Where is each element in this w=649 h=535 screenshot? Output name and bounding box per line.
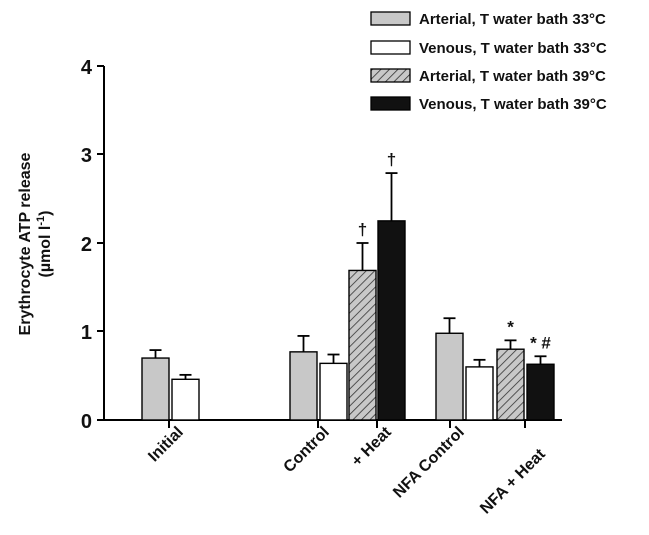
legend-label-3: Venous, T water bath 39°C — [419, 96, 607, 113]
y-tick-label: 3 — [81, 145, 92, 167]
significance-marker: † — [387, 150, 396, 169]
legend: Arterial, T water bath 33°C Venous, T wa… — [370, 11, 607, 113]
bar — [496, 348, 525, 421]
bar — [435, 332, 464, 421]
significance-marker: † — [358, 220, 367, 239]
legend-swatch-2 — [370, 68, 411, 83]
bar — [319, 362, 348, 421]
x-tick-label-initial: Initial — [145, 424, 187, 466]
x-tick-label-nfa-control: NFA Control — [390, 424, 468, 502]
legend-label-0: Arterial, T water bath 33°C — [419, 11, 606, 28]
y-tick-label: 1 — [81, 322, 92, 344]
x-tick-label-control: Control — [281, 424, 333, 476]
y-axis-unit-suffix: ) — [37, 211, 54, 216]
bar — [141, 357, 170, 421]
y-tick-label: 4 — [81, 57, 93, 79]
y-axis-label: Erythrocyte ATP release (µmol l-1) — [17, 152, 54, 335]
bar — [348, 269, 377, 421]
legend-label-2: Arterial, T water bath 39°C — [419, 68, 606, 85]
bar — [526, 363, 555, 421]
bar — [465, 366, 494, 421]
significance-marker: * — [507, 317, 514, 336]
bar — [289, 351, 318, 421]
y-axis-unit-sup: -1 — [35, 216, 47, 226]
significance-marker: * # — [530, 333, 551, 352]
x-tick-label-nfa-heat: NFA + Heat — [477, 445, 549, 517]
y-axis-label-line1: Erythrocyte ATP release — [17, 152, 34, 335]
bar — [377, 220, 406, 421]
y-axis-unit-prefix: (µmol l — [37, 226, 54, 278]
y-tick-label: 2 — [81, 234, 92, 256]
legend-label-1: Venous, T water bath 33°C — [419, 40, 607, 57]
bars-layer: † † * * # — [141, 150, 555, 421]
legend-swatch-1 — [370, 40, 411, 55]
legend-swatch-3 — [370, 96, 411, 111]
legend-swatch-0 — [370, 11, 411, 26]
y-tick-label: 0 — [81, 411, 92, 433]
y-axis-label-line2: (µmol l-1) — [35, 211, 54, 278]
x-tick-label-heat: + Heat — [349, 423, 396, 470]
y-tick-labels: 0 1 2 3 4 — [81, 57, 93, 433]
bar — [171, 378, 200, 421]
x-tick-labels: Initial Control + Heat NFA Control NFA +… — [145, 423, 549, 517]
